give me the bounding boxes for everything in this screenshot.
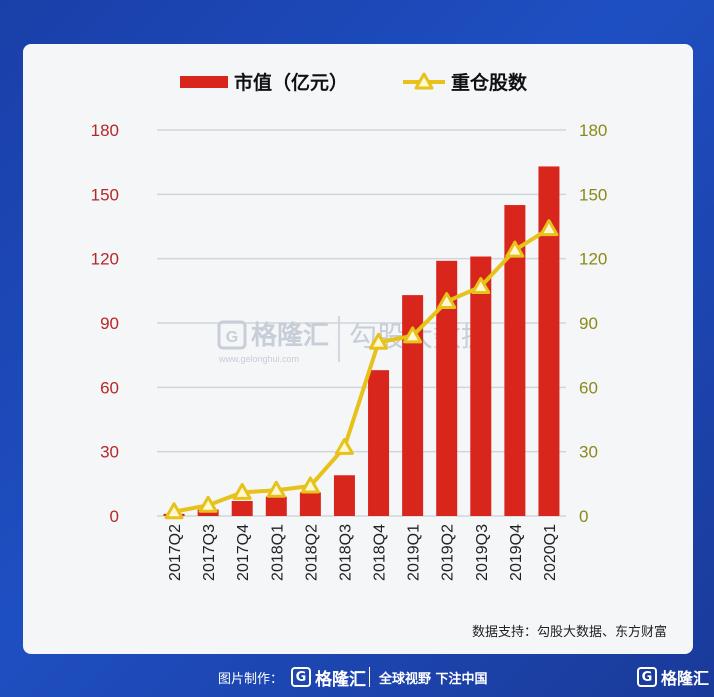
x-tick-label: 2017Q3 — [201, 524, 218, 581]
corner-logo: G 格隆汇 — [637, 665, 709, 689]
x-tick-label: 2017Q4 — [235, 524, 252, 581]
line-point — [266, 480, 286, 498]
line-point — [232, 482, 252, 500]
y-left-tick-label: 0 — [110, 507, 119, 526]
x-tick-label: 2019Q4 — [508, 524, 525, 581]
watermark-brand: 格隆汇 — [251, 320, 329, 351]
x-tick-label: 2017Q2 — [167, 524, 184, 581]
legend-triangle-icon — [414, 72, 434, 90]
footer-bar: 图片制作： G 格隆汇 全球视野 下注中国 G 格隆汇 — [0, 657, 714, 697]
g-logo-icon: G — [291, 667, 311, 687]
y-left-tick-label: 30 — [100, 443, 119, 462]
y-left-tick-label: 120 — [91, 250, 119, 269]
bar — [436, 260, 458, 516]
bar — [402, 295, 424, 516]
line-point — [300, 476, 320, 494]
bar — [470, 256, 492, 516]
line-point — [505, 240, 525, 258]
y-right-tick-label: 120 — [579, 250, 607, 269]
x-tick-label: 2019Q3 — [474, 524, 491, 581]
y-right-tick-label: 180 — [579, 121, 607, 140]
legend-bar-swatch — [180, 76, 228, 88]
line-point — [369, 332, 389, 350]
y-left-tick-label: 60 — [100, 378, 119, 397]
y-right-tick-label: 30 — [579, 443, 598, 462]
line-point — [164, 502, 184, 520]
bar — [197, 509, 219, 516]
bar — [368, 370, 390, 516]
slogan: 全球视野 下注中国 — [379, 672, 488, 687]
line-point — [334, 437, 354, 455]
line-point — [437, 292, 457, 310]
line-point — [471, 277, 491, 295]
line-point — [539, 219, 559, 237]
g-logo-icon: G — [637, 667, 657, 687]
x-tick-label: 2020Q1 — [542, 524, 559, 581]
legend-line-label: 重仓股数 — [451, 71, 528, 94]
x-tick-label: 2018Q2 — [303, 524, 320, 581]
bar — [299, 492, 321, 516]
line-series — [173, 226, 551, 514]
chart-card: 0 30 60 90 120 150 180 0 30 60 90 120 150 180 G 格隆汇 www.… — [23, 44, 693, 654]
x-tick-label: 2019Q1 — [406, 524, 423, 581]
line-point — [403, 326, 423, 344]
watermark-logo-letter: G — [226, 329, 238, 346]
y-left-tick-label: 90 — [100, 314, 119, 333]
x-tick-label: 2018Q4 — [372, 524, 389, 581]
y-right-tick-label: 90 — [579, 314, 598, 333]
brand-logo: G 格隆汇 — [291, 665, 366, 690]
footer-divider — [369, 667, 370, 687]
made-by-label: 图片制作： — [218, 672, 284, 687]
brand-logo-text: 格隆汇 — [315, 669, 366, 690]
x-tick-label: 2018Q1 — [269, 524, 286, 581]
bar — [231, 500, 253, 516]
legend-bar-label: 市值（亿元） — [234, 71, 348, 94]
y-right-tick-label: 0 — [579, 507, 588, 526]
x-tick-label: 2019Q2 — [440, 524, 457, 581]
y-right-tick-label: 60 — [579, 378, 598, 397]
chart: 0 30 60 90 120 150 180 0 30 60 90 120 150 180 G 格隆汇 www.… — [91, 71, 608, 581]
watermark-url: www.gelonghui.com — [218, 354, 299, 364]
line-point — [198, 495, 218, 513]
watermark-logo-icon — [217, 320, 247, 350]
bar — [504, 205, 526, 517]
x-tick-label: 2018Q3 — [337, 524, 354, 581]
y-left-tick-label: 180 — [91, 121, 119, 140]
data-source: 数据支持：勾股大数据、东方财富 — [471, 625, 667, 640]
y-right-tick-label: 150 — [579, 185, 607, 204]
bar — [333, 475, 355, 516]
y-left-tick-label: 150 — [91, 185, 119, 204]
bar — [265, 496, 287, 516]
bar — [538, 166, 560, 516]
corner-logo-text: 格隆汇 — [661, 669, 710, 688]
